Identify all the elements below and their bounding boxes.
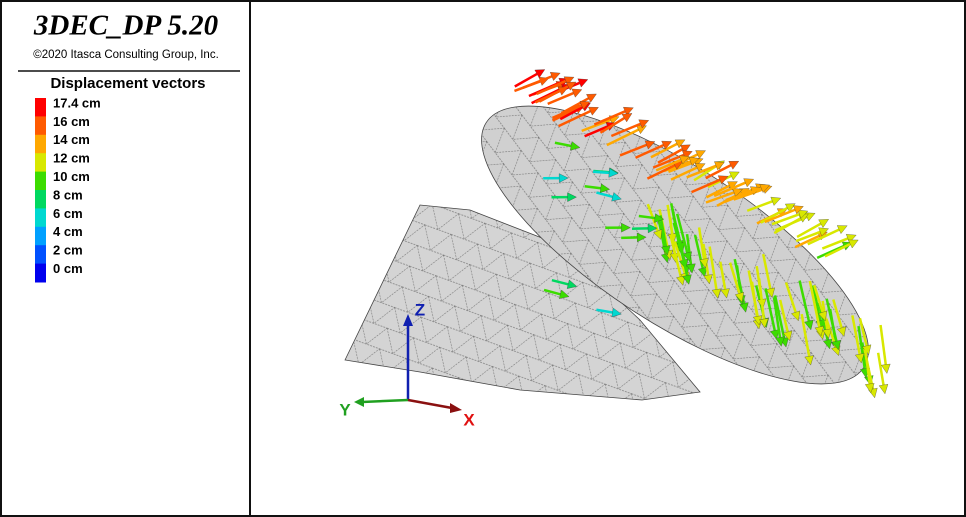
legend-label: 6 cm bbox=[53, 206, 83, 221]
legend-label: 2 cm bbox=[53, 243, 83, 258]
legend-label: 17.4 cm bbox=[53, 95, 101, 110]
legend-swatch bbox=[35, 245, 46, 264]
legend-swatch bbox=[35, 172, 46, 191]
copyright: ©2020 Itasca Consulting Group, Inc. bbox=[33, 49, 219, 61]
legend-label: 16 cm bbox=[53, 114, 90, 129]
legend-swatch bbox=[35, 135, 46, 154]
legend-label: 12 cm bbox=[53, 151, 90, 166]
legend-label: 0 cm bbox=[53, 261, 83, 276]
legend-label: 4 cm bbox=[53, 224, 83, 239]
legend-title: Displacement vectors bbox=[50, 75, 205, 92]
y-label: Y bbox=[339, 400, 351, 419]
legend-swatch bbox=[35, 227, 46, 246]
vector-shaft bbox=[593, 172, 609, 173]
legend-swatch bbox=[35, 264, 46, 283]
legend-label: 8 cm bbox=[53, 187, 83, 202]
legend-swatch bbox=[35, 98, 46, 117]
x-label: X bbox=[463, 410, 475, 429]
legend-swatch bbox=[35, 116, 46, 135]
legend-swatch bbox=[35, 190, 46, 209]
z-label: Z bbox=[415, 300, 425, 319]
legend-swatch bbox=[35, 208, 46, 227]
legend-label: 10 cm bbox=[53, 169, 90, 184]
legend-swatch bbox=[35, 153, 46, 172]
legend-label: 14 cm bbox=[53, 132, 90, 147]
viewport: 3DEC_DP 5.20 ©2020 Itasca Consulting Gro… bbox=[0, 0, 966, 517]
app-title: 3DEC_DP 5.20 bbox=[33, 10, 218, 42]
